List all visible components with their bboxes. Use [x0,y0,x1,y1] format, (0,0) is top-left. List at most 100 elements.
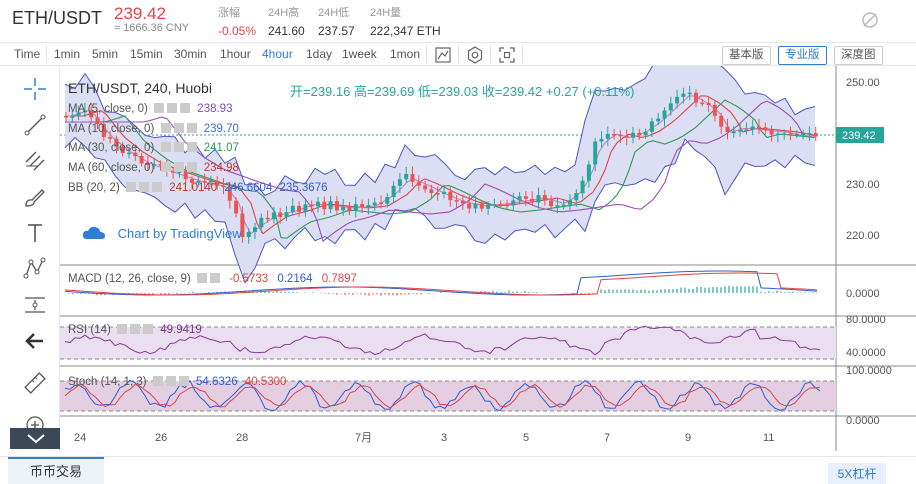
candle-body [322,201,327,210]
collapse-chevron-icon[interactable] [10,428,63,449]
candle-body [271,212,276,220]
candle-body [549,200,554,207]
candle-body [561,204,566,207]
candle-body [687,92,692,95]
ma60-value: 234.98 [203,162,239,174]
rsi-label-80: 80.0000 [846,314,886,326]
legend-ma5[interactable]: MA (5, close, 0) 238.93 [68,103,232,115]
tf-1hour[interactable]: 1hour [220,47,251,61]
tf-time[interactable]: Time [14,47,41,61]
time-label-july: 7月 [355,432,372,444]
candle-body [316,201,320,207]
candle-body [145,163,150,165]
stoch-k-line [64,379,821,412]
tf-30min[interactable]: 30min [174,47,207,61]
fullscreen-icon[interactable] [498,46,516,64]
candle-body [246,232,251,238]
candle-body [215,180,220,186]
tf-1min[interactable]: 1min [54,47,81,61]
settings-gear-icon[interactable] [466,46,484,64]
crosshair-icon[interactable] [22,76,48,102]
stat-volume-value: 222,347 ETH [370,24,441,38]
legend-ma10[interactable]: MA (10, close, 0) 239.70 [68,123,239,135]
trend-line-icon[interactable] [22,112,48,138]
price-chart[interactable]: 239.42 250.00 230.00 220.00 0.0000 80.00… [60,42,916,451]
candle-body [183,171,188,180]
legend-rsi[interactable]: RSI (14) 49.9419 [68,324,202,336]
candle-body [278,212,283,217]
candle-body [763,127,768,130]
candle-body [700,102,705,105]
measure-range-icon[interactable] [22,292,48,318]
tf-1mon[interactable]: 1mon [390,47,421,61]
bollinger-band-fill [65,43,815,283]
tf-1week[interactable]: 1week [342,47,377,61]
chart-header: ETH/USDT, 240, Huobi [68,80,212,96]
text-tool-icon[interactable] [22,220,48,246]
depth-chart-button[interactable]: 深度图 [834,46,883,65]
candle-body [404,173,409,180]
candle-body [769,129,774,135]
tab-spot-trading[interactable]: 币币交易 [8,457,104,484]
candle-body [309,204,314,207]
candle-body [788,133,793,135]
bb-upper-value: 246.6604 [224,182,273,194]
watermark-text: Chart by TradingView [117,226,242,241]
candle-body [586,164,591,181]
candle-body [542,195,547,201]
candle-body [505,204,509,207]
tf-5min[interactable]: 5min [92,47,119,61]
candle-body [341,206,346,211]
candle-body [631,132,635,138]
time-label-3: 3 [441,432,447,444]
candle-body [120,146,125,154]
candle-body [353,204,358,211]
candle-body [429,189,434,193]
ma30-name: MA (30, close, 0) [68,142,155,154]
hide-eye-icon[interactable] [860,10,880,30]
candle-body [662,110,667,119]
legend-bb[interactable]: BB (20, 2) 241.0140 246.6604 235.3676 [68,182,328,194]
fib-lines-icon[interactable] [22,148,48,174]
candle-body [253,227,257,233]
candle-body [397,179,402,186]
legend-ma30[interactable]: MA (30, close, 0) 241.07 [68,142,239,154]
candle-body [347,206,352,211]
candle-body [82,110,87,113]
candle-body [423,185,428,190]
rsi-name: RSI (14) [68,324,111,336]
back-arrow-icon[interactable] [22,328,48,354]
legend-stoch[interactable]: Stoch (14, 1, 3) 54.6326 40.5300 [68,376,286,388]
candle-body [460,200,465,204]
candle-body [517,196,522,201]
bb-basis-value: 241.0140 [169,182,218,194]
candle-body [208,180,213,183]
candle-body [240,213,245,238]
chart-canvas[interactable]: 239.42 250.00 230.00 220.00 0.0000 80.00… [60,42,916,451]
candle-body [303,204,308,212]
legend-ma60[interactable]: MA (60, close, 0) 234.98 [68,162,239,174]
trading-pair[interactable]: ETH/USDT [12,8,102,28]
price-label-220: 220.00 [846,230,880,242]
ruler-icon[interactable] [22,370,48,396]
tf-15min[interactable]: 15min [130,47,163,61]
leverage-button[interactable]: 5X杠杆 [828,463,886,484]
ma5-name: MA (5, close, 0) [68,103,148,115]
candle-body [328,201,333,210]
candle-body [782,133,787,135]
candle-body [435,192,440,195]
candle-body [454,200,459,202]
rsi-line [64,325,821,356]
basic-version-button[interactable]: 基本版 [722,46,771,65]
tf-4hour[interactable]: 4hour [262,47,293,61]
candle-body [775,133,780,136]
ma5-value: 238.93 [197,103,233,115]
legend-macd[interactable]: MACD (12, 26, close, 9) -0.5733 0.2164 0… [68,273,357,285]
time-label-7: 7 [604,432,610,444]
indicator-icon[interactable] [434,46,452,64]
brush-icon[interactable] [22,184,48,210]
pattern-icon[interactable] [22,256,48,282]
candle-body [498,204,503,206]
tf-1day[interactable]: 1day [306,47,333,61]
pro-version-button[interactable]: 专业版 [778,46,827,65]
